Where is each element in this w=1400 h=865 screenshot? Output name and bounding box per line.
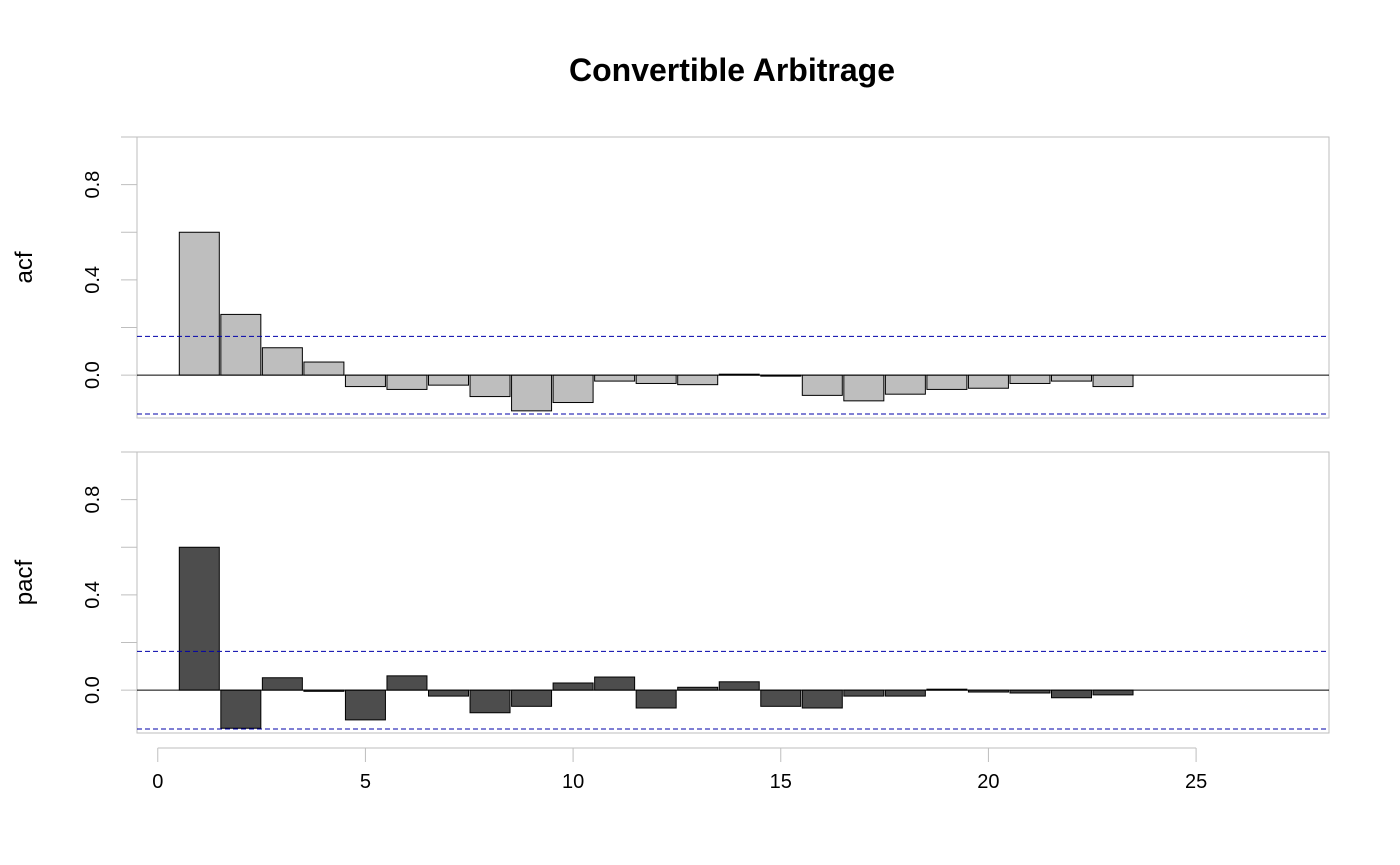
x-axis: 0 5 10 15 20 25 (152, 747, 1207, 793)
pacf-bar-lag-3 (261, 677, 303, 691)
pacf-bar-lag-9 (511, 689, 553, 707)
pacf-panel: 0.0 0.4 0.8 pacf (11, 451, 1330, 734)
acf-bar-lag-4 (303, 361, 345, 376)
acf-frame (136, 136, 1330, 419)
pacf-bar-lag-11 (594, 676, 636, 691)
acf-bar-lag-8 (469, 374, 511, 398)
pacf-frame (136, 451, 1330, 734)
acf-bar-lag-1 (178, 231, 220, 376)
pacf-bar-lag-8 (469, 689, 511, 714)
pacf-bar-lag-14 (718, 681, 760, 691)
acf-bar-lag-23 (1092, 374, 1134, 388)
x-tick-label: 10 (562, 771, 584, 793)
pacf-bar-lag-16 (801, 689, 843, 709)
acf-bar-lag-22 (1050, 374, 1092, 382)
x-tick-label: 5 (360, 771, 371, 793)
acf-bar-lag-11 (594, 374, 636, 382)
pacf-bar-lag-2 (220, 689, 262, 729)
pacf-bar-lag-17 (843, 689, 885, 697)
pacf-bar-lag-10 (552, 682, 594, 691)
acf-bar-lag-3 (261, 347, 303, 376)
acf-bar-lag-19 (926, 374, 968, 390)
acf-bar-lag-21 (1009, 374, 1051, 384)
acf-bar-lag-16 (801, 374, 843, 396)
acf-bar-lag-9 (511, 374, 553, 412)
acf-ytick-label: 0.4 (82, 266, 104, 294)
x-tick-label: 0 (152, 771, 163, 793)
pacf-bar-lag-7 (427, 689, 469, 697)
x-tick-label: 20 (977, 771, 999, 793)
pacf-bar-lag-22 (1050, 689, 1092, 699)
acf-bar-lag-12 (635, 374, 677, 384)
pacf-ytick-label: 0.4 (82, 581, 104, 609)
x-tick-label: 15 (770, 771, 792, 793)
acf-bar-lag-13 (677, 374, 719, 386)
acf-bar-lag-20 (967, 374, 1009, 389)
pacf-bar-lag-1 (178, 546, 220, 691)
acf-bar-lag-6 (386, 374, 428, 390)
pacf-bar-lag-12 (635, 689, 677, 709)
chart-title: Convertible Arbitrage (569, 52, 895, 88)
acf-bar-lag-17 (843, 374, 885, 402)
acf-bar-lag-2 (220, 313, 262, 376)
pacf-bar-lag-23 (1092, 689, 1134, 696)
pacf-bar-lag-18 (884, 689, 926, 697)
pacf-bar-lag-5 (344, 689, 386, 721)
x-tick-label: 25 (1185, 771, 1207, 793)
acf-bar-lag-10 (552, 374, 594, 404)
pacf-ytick-label: 0.0 (82, 676, 104, 704)
acf-ylabel: acf (11, 251, 38, 283)
acf-panel: 0.0 0.4 0.8 acf (11, 136, 1330, 419)
acf-bar-lag-5 (344, 374, 386, 388)
pacf-bar-lag-6 (386, 675, 428, 691)
acf-ytick-label: 0.8 (82, 171, 104, 199)
acf-ytick-label: 0.0 (82, 361, 104, 389)
chart-panels: 0.0 0.4 0.8 acf 0.0 0.4 0.8 pacf (11, 136, 1330, 734)
pacf-bar-lag-15 (760, 689, 802, 707)
acf-bar-lag-18 (884, 374, 926, 395)
pacf-ylabel: pacf (11, 559, 38, 605)
acf-bar-lag-7 (427, 374, 469, 386)
pacf-ytick-label: 0.8 (82, 486, 104, 514)
